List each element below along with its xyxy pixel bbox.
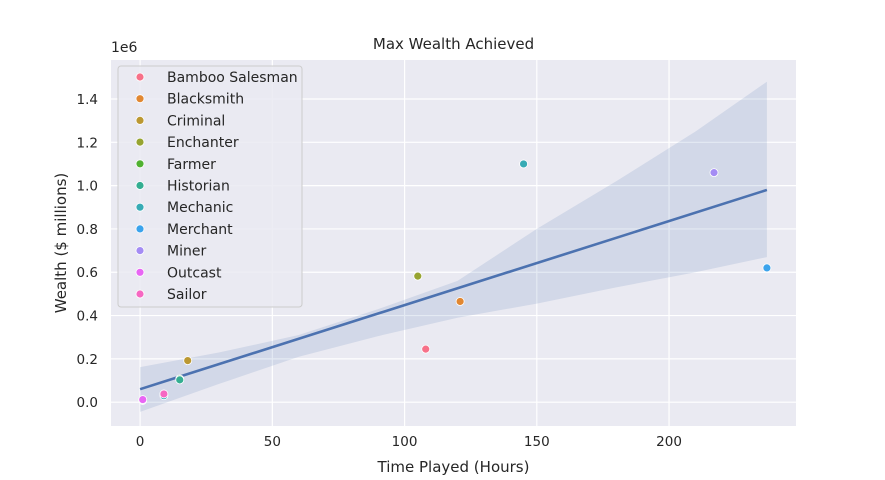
y-tick-label: 1.2: [77, 135, 98, 151]
x-tick-label: 200: [656, 434, 682, 450]
legend-label: Merchant: [167, 222, 233, 238]
confidence-band-area: [140, 81, 767, 412]
legend-label: Farmer: [167, 157, 216, 173]
y-tick-label: 0.6: [77, 265, 98, 281]
y-tick-label: 1.0: [77, 179, 98, 195]
legend-marker: [135, 137, 145, 147]
x-tick-label: 100: [392, 434, 418, 450]
y-tick-label: 1.4: [77, 92, 98, 108]
chart-title: Max Wealth Achieved: [373, 35, 534, 53]
y-tick-label: 0.4: [77, 309, 98, 325]
x-tick-label: 0: [136, 434, 145, 450]
scatter-point: [159, 389, 169, 399]
legend-box: [117, 65, 303, 308]
legend-label: Historian: [167, 179, 230, 195]
legend-label: Sailor: [167, 287, 207, 303]
scatter-points: [138, 159, 772, 405]
legend-marker: [135, 181, 145, 190]
y-offset-label: 1e6: [111, 40, 138, 56]
legend-label: Mechanic: [167, 200, 233, 216]
y-tick-label: 0.0: [77, 395, 98, 411]
scatter-point: [421, 344, 431, 354]
legend-marker: [135, 72, 145, 82]
legend-label: Enchanter: [167, 135, 239, 151]
scatter-point: [175, 375, 185, 385]
legend: Bamboo Salesman Blacksmith Criminal Enchant…: [117, 65, 303, 308]
legend-marker: [135, 224, 145, 234]
y-axis-label: Wealth ($ millions): [52, 173, 70, 314]
legend-marker: [135, 94, 145, 104]
y-tick-labels: 0.0 0.2 0.4 0.6 0.8 1.0 1.2 1.4: [77, 92, 98, 411]
scatter-point: [183, 356, 193, 365]
legend-marker: [135, 267, 145, 277]
legend-marker: [135, 202, 145, 212]
regression-line-layer: [139, 188, 768, 391]
legend-label: Miner: [167, 244, 206, 260]
legend-marker: [135, 246, 145, 256]
legend-label: Outcast: [167, 265, 222, 281]
legend-label: Bamboo Salesman: [167, 70, 298, 86]
confidence-band: [140, 81, 767, 412]
legend-marker: [135, 159, 145, 169]
regression-line: [139, 188, 768, 391]
x-tick-label: 150: [524, 434, 550, 450]
y-tick-label: 0.8: [77, 222, 98, 238]
legend-marker: [135, 289, 145, 299]
scatter-point: [413, 271, 423, 281]
y-tick-label: 0.2: [77, 352, 98, 368]
x-axis-label: Time Played (Hours): [377, 458, 530, 476]
scatter-point: [709, 168, 719, 178]
x-tick-labels: 0 50 100 150 200: [136, 434, 682, 450]
legend-label: Criminal: [167, 113, 225, 129]
x-tick-label: 50: [264, 434, 281, 450]
scatter-point: [138, 395, 148, 404]
legend-marker: [135, 116, 145, 125]
scatter-point: [762, 263, 772, 273]
scatter-point: [519, 159, 528, 169]
scatter-point: [455, 297, 465, 306]
legend-label: Blacksmith: [167, 92, 244, 108]
